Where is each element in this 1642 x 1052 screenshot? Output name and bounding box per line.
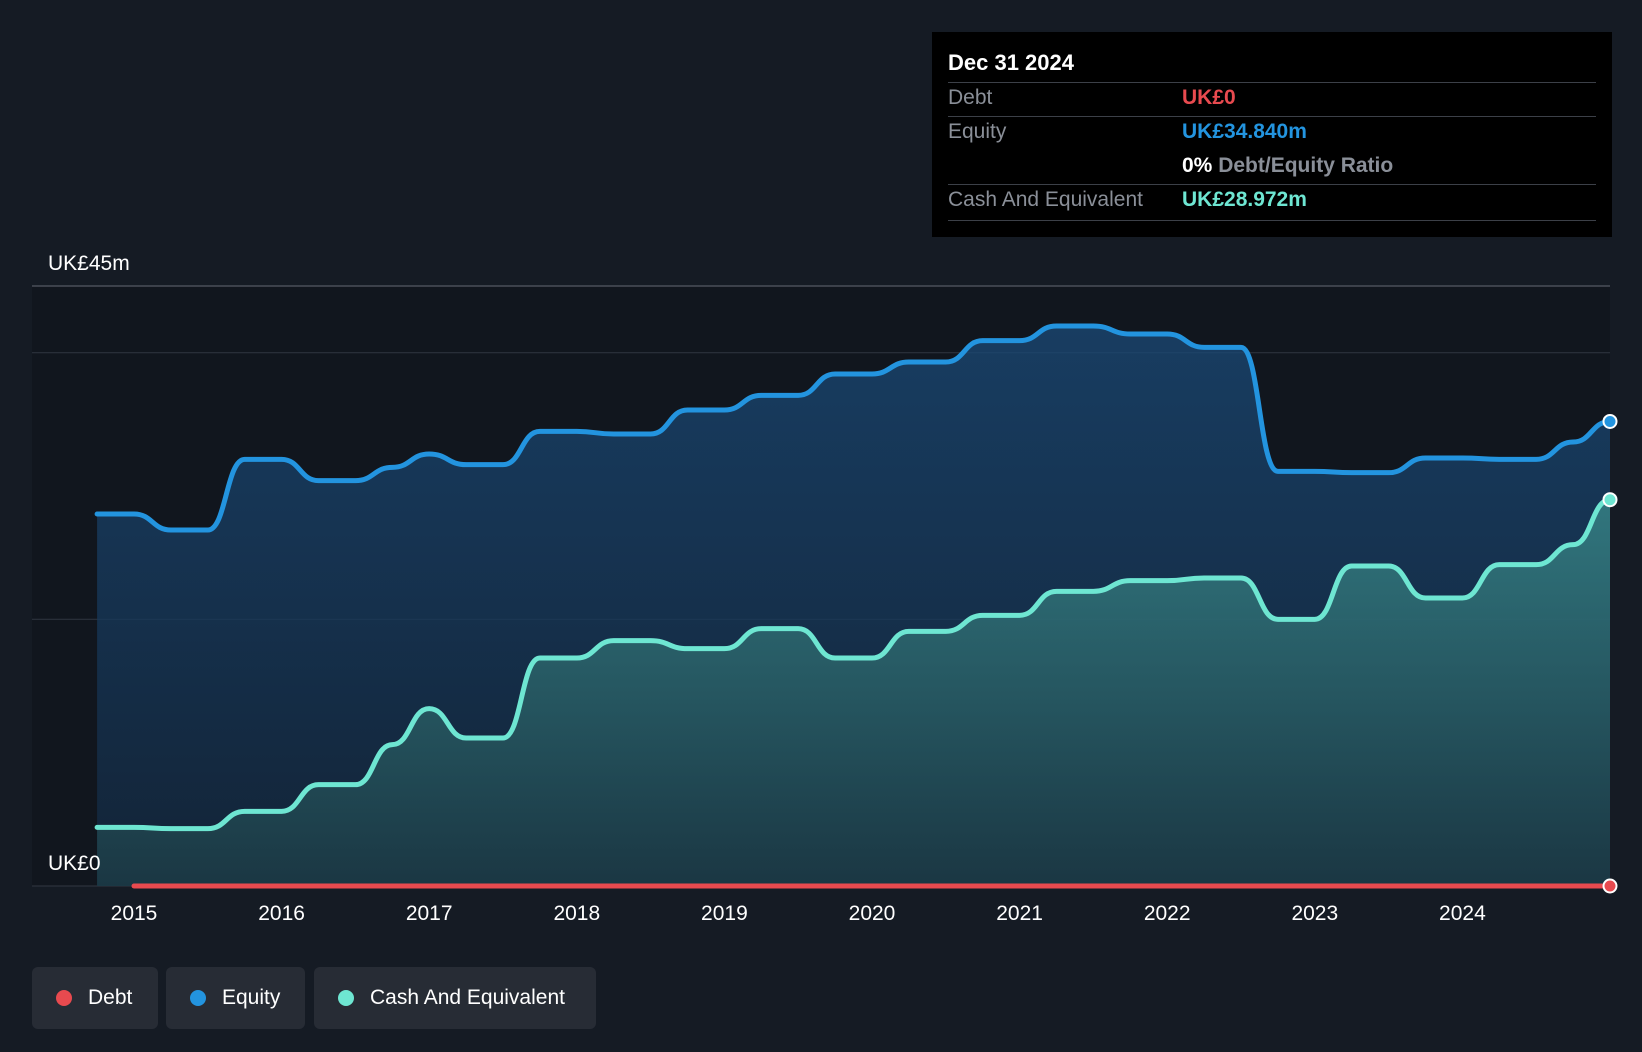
tooltip-debt-label: Debt	[948, 86, 993, 109]
tooltip-divider	[948, 220, 1596, 221]
series-endpoints	[1602, 413, 1618, 894]
legend-cash-label: Cash And Equivalent	[370, 986, 565, 1009]
tooltip-cash-value: UK£28.972m	[1182, 188, 1307, 211]
x-tick-label: 2021	[996, 902, 1043, 925]
legend-equity-dot-icon	[190, 990, 206, 1006]
tooltip-ratio-label: Debt/Equity Ratio	[1218, 154, 1394, 177]
x-tick-label: 2017	[406, 902, 453, 925]
x-tick-label: 2015	[111, 902, 158, 925]
y-axis-max-label: UK£45m	[48, 252, 130, 275]
debt-endpoint-marker[interactable]	[1602, 878, 1618, 894]
tooltip-divider	[948, 82, 1596, 83]
tooltip-row-cash: Cash And Equivalent UK£28.972m	[948, 184, 1596, 218]
y-axis-min-label: UK£0	[48, 852, 101, 875]
x-tick-label: 2020	[849, 902, 896, 925]
tooltip-equity-label: Equity	[948, 120, 1007, 143]
tooltip-equity-value: UK£34.840m	[1182, 120, 1307, 143]
tooltip-row-debt: Debt UK£0	[948, 82, 1596, 116]
tooltip-debt-value: UK£0	[1182, 86, 1236, 109]
x-tick-label: 2016	[258, 902, 305, 925]
tooltip-row-ratio: 0% Debt/Equity Ratio	[948, 150, 1596, 184]
legend-equity-label: Equity	[222, 986, 281, 1009]
x-tick-label: 2024	[1439, 902, 1486, 925]
tooltip-divider	[948, 184, 1596, 185]
x-tick-label: 2022	[1144, 902, 1191, 925]
tooltip-row-equity: Equity UK£34.840m	[948, 116, 1596, 150]
tooltip-ratio: 0% Debt/Equity Ratio	[1182, 154, 1393, 178]
series-lines	[94, 323, 1613, 889]
cash-area	[97, 499, 1611, 886]
legend-debt-dot-icon	[56, 990, 72, 1006]
x-axis-ticks: 2015 2016 2017 2018 2019 2020 2021 2022 2023 2024	[111, 902, 1486, 925]
legend-item-debt[interactable]: Debt	[32, 967, 158, 1029]
legend-debt-label: Debt	[88, 986, 133, 1009]
equity-line	[94, 323, 1613, 533]
cash-line	[94, 497, 1613, 832]
tooltip-ratio-value: 0%	[1182, 154, 1213, 177]
tooltip-divider	[948, 116, 1596, 117]
tooltip-date: Dec 31 2024	[948, 50, 1074, 75]
equity-endpoint-marker[interactable]	[1602, 413, 1618, 429]
tooltip-panel: Dec 31 2024 Debt UK£0 Equity UK£34.840m …	[932, 32, 1612, 237]
tooltip-cash-label: Cash And Equivalent	[948, 188, 1143, 211]
x-tick-label: 2019	[701, 902, 748, 925]
legend-item-cash[interactable]: Cash And Equivalent	[314, 967, 596, 1029]
x-tick-label: 2023	[1291, 902, 1338, 925]
x-tick-label: 2018	[553, 902, 600, 925]
legend-cash-dot-icon	[338, 990, 354, 1006]
legend-item-equity[interactable]: Equity	[166, 967, 305, 1029]
cash-endpoint-marker[interactable]	[1602, 492, 1618, 508]
